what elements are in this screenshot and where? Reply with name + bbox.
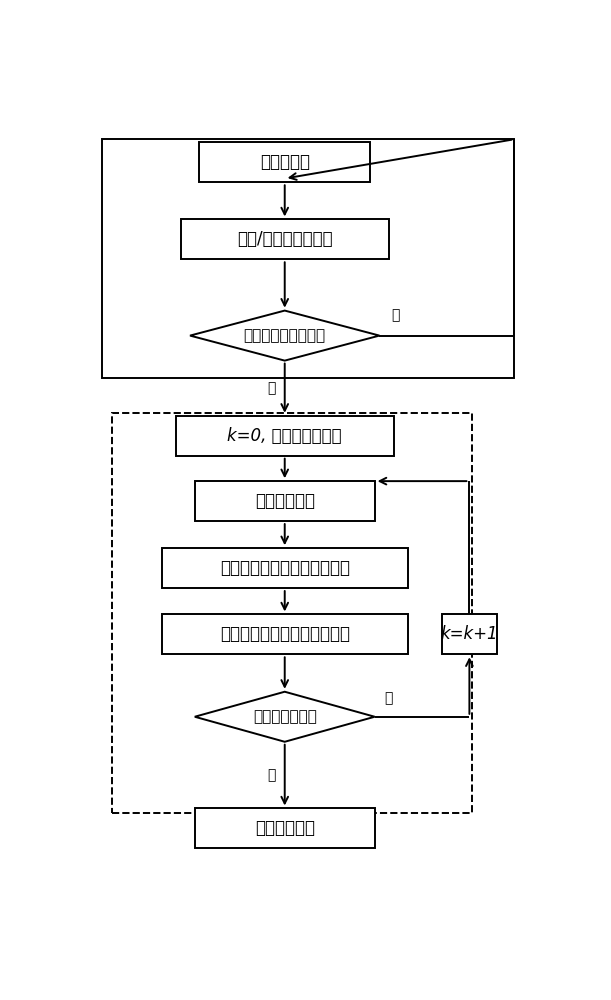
Bar [161, 548, 408, 588]
Text: 终止跟踪程序: 终止跟踪程序 [255, 819, 315, 837]
Polygon shape [190, 311, 379, 361]
Text: 初始/重捕获目标卫星: 初始/重捕获目标卫星 [237, 230, 332, 248]
Text: k=k+1: k=k+1 [441, 625, 498, 643]
Bar [176, 416, 393, 456]
Text: 无: 无 [267, 768, 276, 782]
Bar [161, 614, 408, 654]
Text: 测量接收信号强度，估计梯度: 测量接收信号强度，估计梯度 [220, 559, 349, 577]
Polygon shape [195, 692, 375, 742]
Bar [199, 142, 370, 182]
Bar [442, 614, 497, 654]
Text: 否: 否 [391, 308, 400, 322]
Text: 有无接收信号？: 有无接收信号？ [253, 709, 316, 724]
Text: 有: 有 [384, 691, 392, 705]
Text: 产生扰动向量: 产生扰动向量 [255, 492, 315, 510]
Bar [181, 219, 389, 259]
Bar [112, 413, 472, 813]
Bar [195, 481, 375, 521]
Text: 系统初始化: 系统初始化 [260, 153, 310, 171]
Text: k=0, 跟踪算法初始化: k=0, 跟踪算法初始化 [227, 427, 342, 445]
Text: 计算跟踪误差，调整波束指向: 计算跟踪误差，调整波束指向 [220, 625, 349, 643]
Bar [103, 139, 514, 378]
Text: 是否重捕获到卫星？: 是否重捕获到卫星？ [244, 328, 326, 343]
Text: 是: 是 [267, 381, 276, 395]
Bar [195, 808, 375, 848]
